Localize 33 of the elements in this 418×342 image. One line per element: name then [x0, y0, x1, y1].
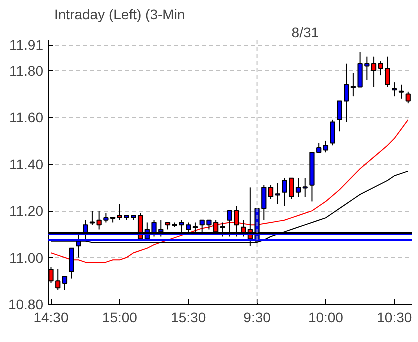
y-tick-label: 11.80 [10, 62, 44, 79]
x-tick-label: 10:30 [377, 310, 412, 326]
candlestick [385, 56, 390, 88]
candlestick [302, 178, 308, 198]
candlestick [406, 91, 411, 104]
x-tick-label: 15:30 [171, 310, 206, 326]
x-tick-label: 14:30 [34, 310, 69, 326]
candlestick [323, 140, 329, 154]
candlestick [90, 210, 96, 226]
candlestick [398, 84, 404, 100]
candlestick [62, 276, 68, 291]
candlestick [275, 182, 280, 205]
chart-title: Intraday (Left) (3-Min [54, 6, 186, 22]
line-series [50, 119, 409, 263]
candlestick [296, 178, 302, 198]
candlestick [69, 248, 74, 280]
y-tick-label: 11.91 [10, 37, 44, 54]
y-tick-label: 11.00 [10, 250, 44, 266]
x-tick-label: 15:00 [102, 310, 138, 326]
y-tick-label: 10.80 [8, 296, 44, 312]
candlestick [392, 82, 398, 98]
candlestick [371, 56, 377, 88]
y-tick-label: 11.40 [10, 156, 44, 172]
candlestick [378, 61, 384, 76]
x-tick-label: 10:00 [308, 310, 344, 326]
candlestick [330, 119, 336, 146]
candlestick [268, 184, 274, 200]
y-tick-label: 11.60 [10, 110, 44, 126]
x-tick-label: 9:30 [244, 310, 272, 326]
candlestick [96, 210, 102, 230]
chart-subtitle: 8/31 [292, 24, 320, 40]
candlestick [56, 268, 61, 291]
y-tick-label: 11.20 [10, 203, 44, 220]
